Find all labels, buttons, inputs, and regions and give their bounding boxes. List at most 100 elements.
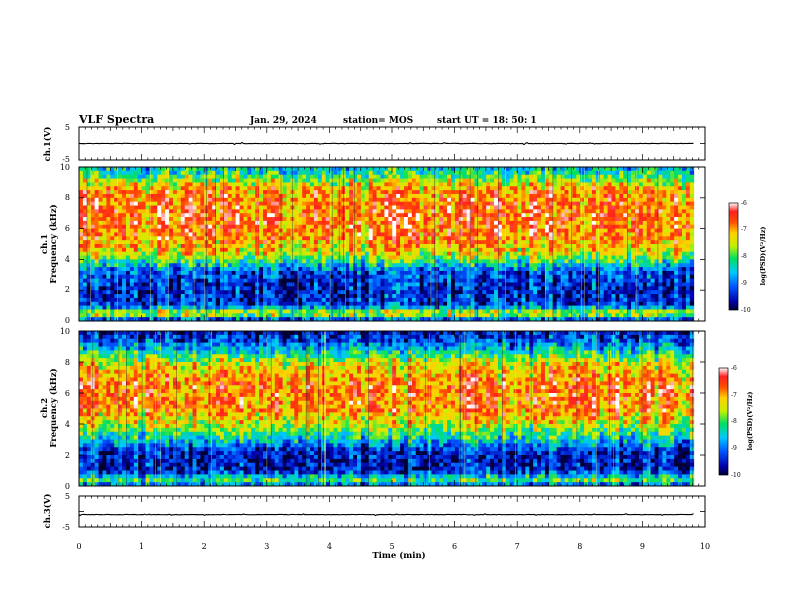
spectrogram-cell xyxy=(415,240,421,245)
spectrogram-cell xyxy=(145,190,150,195)
spectrogram-cell xyxy=(133,220,139,226)
spectrogram-cell xyxy=(427,205,432,210)
spectrogram-cell xyxy=(125,244,131,249)
spectrogram-cell xyxy=(125,232,131,237)
spectrogram-cell xyxy=(439,294,444,299)
spectrogram-cell xyxy=(263,301,268,306)
spectrogram-cell xyxy=(129,313,135,318)
spectrogram-cell xyxy=(364,240,370,245)
spectrogram-cell xyxy=(364,193,370,199)
spectrogram-cell xyxy=(380,186,385,191)
spectrogram-cell xyxy=(513,190,518,195)
spectrogram-cell xyxy=(368,270,374,276)
spectrogram-cell xyxy=(400,309,405,314)
spectrogram-cell xyxy=(466,294,471,299)
spectrogram-cell xyxy=(137,259,143,264)
spectrogram-cell xyxy=(470,190,475,195)
spectrogram-cell xyxy=(313,294,319,299)
spectrogram-cell xyxy=(482,217,487,222)
spectrogram-cell xyxy=(227,247,233,253)
spectrogram-cell xyxy=(153,170,158,176)
spectrogram-cell xyxy=(282,267,287,272)
spectrogram-cell xyxy=(537,201,542,206)
spectrogram-cell xyxy=(145,294,150,299)
spectrogram-cell xyxy=(306,290,311,295)
spectrogram-cell xyxy=(544,178,550,183)
spectrogram-cell xyxy=(223,305,229,310)
spectrogram-cell xyxy=(380,213,385,218)
spectrogram-cell xyxy=(165,294,170,299)
spectrogram-cell xyxy=(114,309,119,314)
spectrogram-cell xyxy=(482,290,487,295)
spectrogram-cell xyxy=(478,297,483,303)
spectrogram-cell xyxy=(176,274,182,280)
spectrogram-cell xyxy=(90,182,96,187)
spectrogram-cell xyxy=(494,182,499,187)
spectrogram-cell xyxy=(200,201,205,206)
spectrogram-cell xyxy=(407,205,413,210)
spectrogram-cell xyxy=(541,247,546,253)
spectrogram-cell xyxy=(513,270,518,276)
spectrogram-cell xyxy=(94,182,99,187)
spectrogram-cell xyxy=(462,201,468,206)
spectrogram-cell xyxy=(79,267,84,272)
spectrogram-cell xyxy=(439,217,444,222)
spectrogram-cell xyxy=(529,182,534,187)
spectrogram-cell xyxy=(474,201,479,206)
spectrogram-cell xyxy=(411,251,417,256)
spectrogram-cell xyxy=(345,220,350,226)
spectrogram-cell xyxy=(216,255,221,260)
spectrogram-cell xyxy=(298,305,303,310)
spectrogram-cell xyxy=(400,193,405,199)
spectrogram-cell xyxy=(450,244,456,249)
spectrogram-cell xyxy=(294,178,299,183)
spectrogram-cell xyxy=(141,232,146,237)
spectrogram-cell xyxy=(392,220,397,226)
spectrogram-cell xyxy=(521,178,526,183)
spectrogram-cell xyxy=(525,263,530,268)
spectrogram-cell xyxy=(431,259,436,264)
spectrogram-cell xyxy=(247,305,252,310)
spectrogram-cell xyxy=(474,190,479,195)
spectrogram-cell xyxy=(353,251,358,256)
spectrogram-cell xyxy=(302,309,307,314)
spectrogram-cell xyxy=(82,174,88,179)
spectrogram-cell xyxy=(321,236,327,241)
spectrogram-cell xyxy=(169,247,174,253)
spectrogram-cell xyxy=(529,263,534,268)
spectrogram-cell xyxy=(172,274,178,280)
spectrogram-cell xyxy=(353,309,358,314)
spectrogram-cell xyxy=(294,182,299,187)
spectrogram-cell xyxy=(513,217,518,222)
spectrogram-cell xyxy=(212,190,217,195)
spectrogram-cell xyxy=(90,297,96,303)
spectrogram-cell xyxy=(196,209,201,214)
spectrogram-cell xyxy=(321,228,327,233)
spectrogram-cell xyxy=(290,240,295,245)
spectrogram-cell xyxy=(396,294,401,299)
spectrogram-cell xyxy=(251,294,256,299)
spectrogram-cell xyxy=(129,255,135,260)
spectrogram-cell xyxy=(360,201,366,206)
spectrogram-cell xyxy=(219,213,225,218)
spectrogram-cell xyxy=(239,190,244,195)
spectrogram-cell xyxy=(513,313,518,318)
spectrogram-cell xyxy=(497,174,503,179)
spectrogram-cell xyxy=(466,220,471,226)
spectrogram-cell xyxy=(525,259,530,264)
spectrogram-cell xyxy=(541,205,546,210)
spectrogram-cell xyxy=(497,301,503,306)
spectrogram-cell xyxy=(125,193,131,199)
spectrogram-cell xyxy=(521,259,526,264)
spectrogram-cell xyxy=(458,228,464,233)
spectrogram-cell xyxy=(482,174,487,179)
spectrogram-cell xyxy=(157,301,162,306)
spectrogram-cell xyxy=(411,224,417,229)
spectrogram-cell xyxy=(231,170,237,176)
spectrogram-cell xyxy=(306,178,311,183)
spectrogram-cell xyxy=(400,201,405,206)
spectrogram-cell xyxy=(153,244,158,249)
spectrogram-cell xyxy=(384,240,389,245)
spectrogram-cell xyxy=(376,247,381,253)
spectrogram-cell xyxy=(298,274,303,280)
